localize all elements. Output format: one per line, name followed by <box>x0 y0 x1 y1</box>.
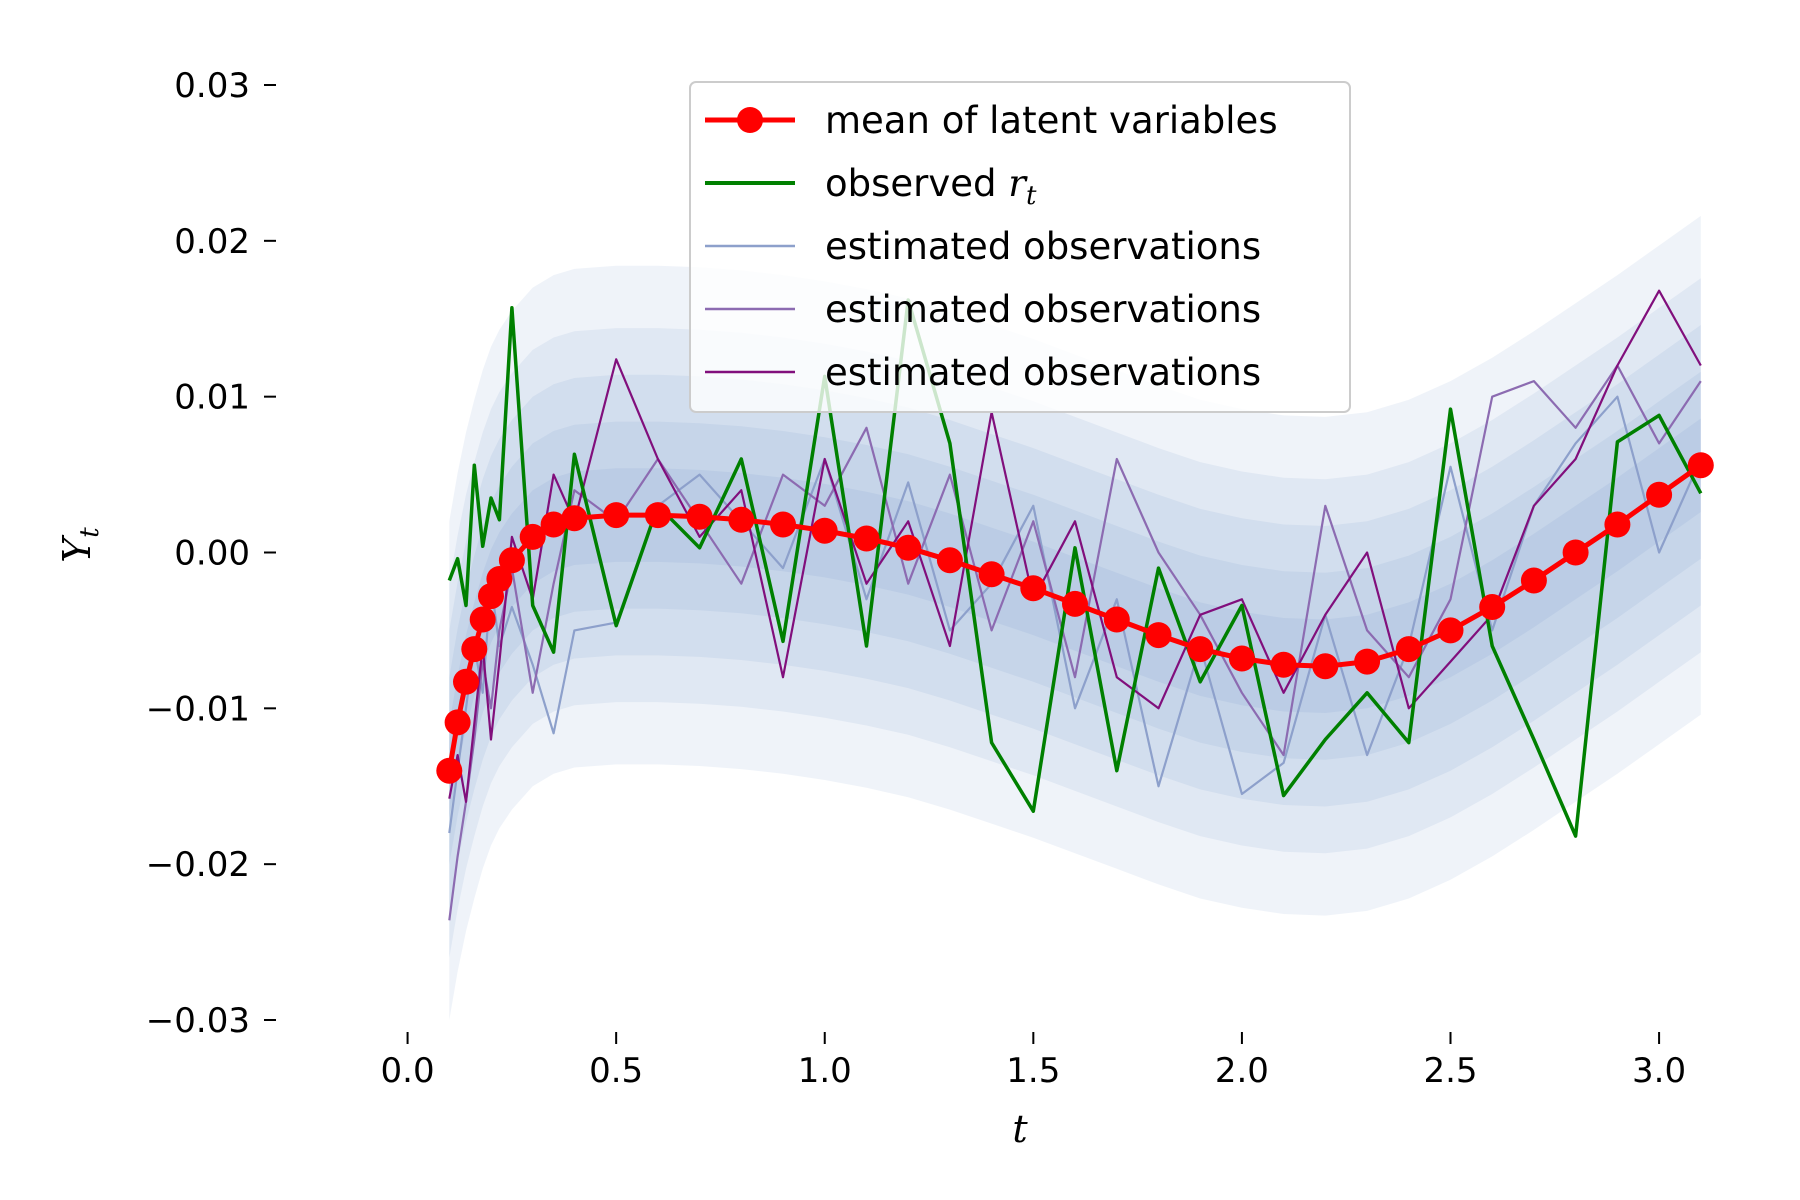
y-tick-label: 0.00 <box>174 534 250 574</box>
x-tick-label: 2.0 <box>1215 1051 1269 1091</box>
legend-entries: mean of latent variables observed rt estim… <box>705 99 1278 394</box>
y-axis-label: Yt <box>55 527 105 563</box>
mean-point <box>811 517 838 544</box>
mean-point <box>895 534 922 561</box>
mean-point <box>453 668 479 695</box>
mean-point <box>1646 481 1673 508</box>
mean-point <box>461 636 488 663</box>
mean-point <box>770 511 796 538</box>
y-axis-label-main: Y <box>55 534 99 563</box>
mean-point <box>728 506 755 533</box>
legend-label: mean of latent variables <box>825 99 1278 142</box>
x-tick-label: 1.0 <box>798 1051 852 1091</box>
mean-point <box>1020 575 1047 602</box>
mean-point <box>1312 653 1339 680</box>
y-axis: 0.03 0.02 0.01 0.00 −0.01 −0.02 −0.03 <box>146 66 276 1041</box>
band-3 <box>449 371 1701 865</box>
band-0 <box>449 215 1701 1020</box>
x-axis: 0.0 0.5 1.0 1.5 2.0 2.5 3.0 <box>381 1032 1686 1091</box>
band-4 <box>449 418 1701 818</box>
legend-marker <box>737 107 763 133</box>
mean-point <box>1354 648 1381 675</box>
mean-point <box>1520 567 1547 594</box>
uncertainty-bands <box>449 215 1701 1020</box>
y-tick-label: 0.02 <box>174 222 250 262</box>
y-tick-label: 0.03 <box>174 66 250 106</box>
legend-label: observed rt <box>825 162 1037 211</box>
y-tick-label: −0.03 <box>146 1001 250 1041</box>
mean-point <box>1187 636 1214 663</box>
x-tick-label: 2.5 <box>1423 1051 1477 1091</box>
mean-point <box>1395 636 1422 663</box>
mean-point <box>540 511 567 538</box>
mean-point <box>1145 622 1172 649</box>
mean-point <box>1228 645 1255 672</box>
mean-point <box>1437 617 1464 644</box>
mean-point <box>644 502 671 529</box>
mean-point <box>1562 539 1589 566</box>
mean-point <box>561 505 588 532</box>
mean-point <box>444 709 471 736</box>
mean-point <box>936 547 963 574</box>
mean-point <box>686 503 713 530</box>
x-tick-label: 1.5 <box>1006 1051 1060 1091</box>
x-tick-label: 3.0 <box>1632 1051 1686 1091</box>
mean-point <box>603 502 630 529</box>
mean-point <box>1062 590 1088 617</box>
legend: mean of latent variables observed rt estim… <box>689 81 1351 413</box>
svg-text:Yt: Yt <box>55 527 105 563</box>
mean-point <box>978 561 1005 588</box>
x-axis-label: t <box>1012 1107 1028 1151</box>
legend-label: estimated observations <box>825 351 1261 394</box>
mean-point <box>436 757 463 784</box>
series-line-4 <box>448 289 1702 803</box>
x-tick-label: 0.5 <box>589 1051 643 1091</box>
mean-point <box>853 525 880 552</box>
mean-point <box>1103 606 1130 633</box>
legend-label: estimated observations <box>825 288 1261 331</box>
band-2 <box>449 325 1701 911</box>
mean-markers <box>436 452 1714 784</box>
mean-point <box>519 523 546 550</box>
mean-point <box>469 606 496 633</box>
y-tick-label: −0.01 <box>146 689 250 729</box>
mean-point <box>486 566 513 592</box>
mean-point <box>1270 651 1297 678</box>
mean-point <box>498 547 525 574</box>
mean-point <box>1687 452 1714 479</box>
y-axis-label-sub: t <box>75 527 105 538</box>
mean-point <box>1604 511 1631 538</box>
series-line-3 <box>448 364 1702 921</box>
legend-label: estimated observations <box>825 225 1261 268</box>
y-tick-label: 0.01 <box>174 378 250 418</box>
band-1 <box>449 278 1701 958</box>
x-tick-label: 0.0 <box>381 1051 435 1091</box>
legend-box <box>689 81 1351 413</box>
y-tick-label: −0.02 <box>146 845 250 885</box>
mean-point <box>1479 594 1506 620</box>
